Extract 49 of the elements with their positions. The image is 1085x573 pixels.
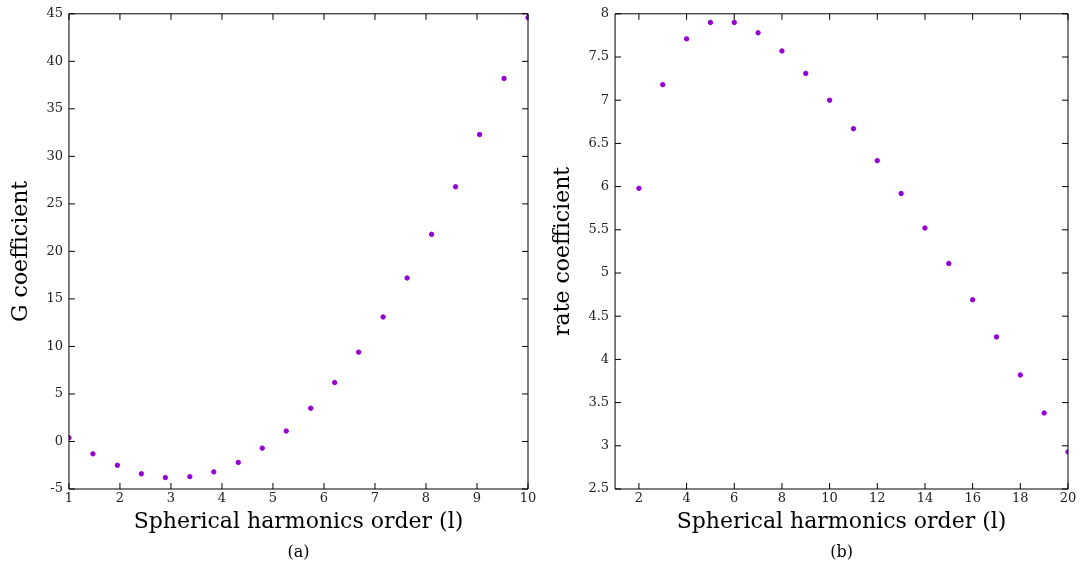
x-tick-label: 6 (319, 490, 329, 506)
y-tick-label: 10 (46, 337, 63, 353)
x-tick-label: 9 (472, 490, 482, 506)
y-tick-label: 7 (600, 91, 610, 107)
x-tick-label: 4 (217, 490, 227, 506)
x-tick-label: 8 (777, 490, 787, 506)
y-tick-label: 6.5 (588, 134, 610, 150)
y-axis-title: G coefficient (6, 180, 32, 323)
y-tick-label: 8 (600, 5, 610, 21)
x-tick-label: 2 (115, 490, 125, 506)
y-tick-label: 15 (46, 290, 63, 306)
text: (a) (287, 542, 310, 562)
x-tick-label: 8 (421, 490, 431, 506)
x-axis-title: Spherical harmonics order (l) (133, 507, 464, 533)
y-tick-label: 35 (46, 100, 63, 116)
x-tick-label: 6 (730, 490, 739, 506)
x-tick-label: 7 (370, 490, 380, 506)
y-tick-label: 40 (46, 52, 63, 68)
x-tick-label: 2 (634, 490, 644, 506)
x-tick-label: 3 (166, 490, 176, 506)
y-tick-label: 5.5 (588, 221, 610, 237)
x-tick-label: 10 (519, 490, 537, 506)
x-tick-label: 16 (964, 490, 981, 506)
y-tick-label: -5 (50, 480, 63, 496)
y-tick-label: 4.5 (588, 307, 610, 323)
x-axis-title: Spherical harmonics order (l) (676, 507, 1007, 533)
y-tick-label: 4 (600, 350, 610, 366)
y-tick-label: 2.5 (588, 480, 610, 496)
y-axis-title: rate coefficient (548, 166, 574, 336)
x-tick-label: 14 (916, 490, 934, 506)
x-tick-label: 10 (821, 490, 838, 506)
y-tick-label: 45 (46, 5, 63, 21)
x-tick-label: 20 (1059, 490, 1077, 506)
y-tick-label: 25 (46, 195, 63, 211)
y-tick-label: 3.5 (588, 393, 610, 409)
x-tick-label: 18 (1012, 490, 1029, 506)
y-tick-label: 30 (46, 147, 63, 163)
y-tick-label: 20 (46, 242, 63, 258)
x-tick-label: 4 (682, 490, 691, 506)
y-tick-label: 6 (600, 177, 610, 193)
y-tick-label: 0 (54, 432, 63, 448)
x-tick-label: 5 (268, 490, 278, 506)
y-tick-label: 3 (600, 437, 610, 453)
x-tick-label: 1 (64, 490, 74, 506)
y-tick-label: 7.5 (588, 48, 610, 64)
y-tick-label: 5 (54, 385, 63, 401)
x-tick-label: 12 (869, 490, 886, 506)
y-tick-label: 5 (600, 264, 610, 280)
text: (b) (830, 542, 853, 562)
